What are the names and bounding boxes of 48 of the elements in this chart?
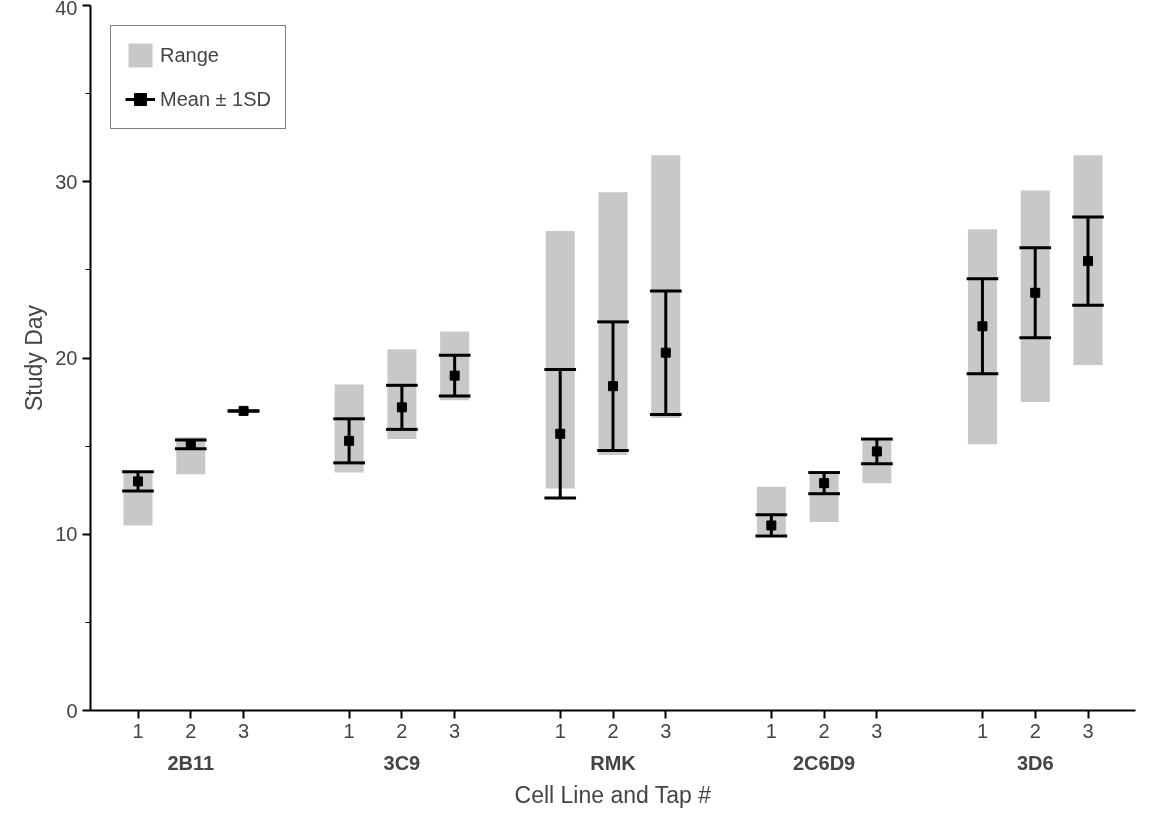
x-tick-label: 2 (396, 719, 408, 742)
text: 3C9 (383, 751, 421, 774)
bar (1020, 190, 1050, 403)
y-tick-label: 30 (55, 170, 78, 193)
y-tick-label: 10 (55, 523, 78, 546)
point (819, 478, 830, 489)
point (238, 405, 249, 416)
bar (967, 229, 997, 445)
y-tick-label: 0 (66, 699, 78, 722)
point (608, 381, 618, 392)
bar (545, 231, 575, 489)
x-tick-label: 3 (660, 719, 672, 742)
point (977, 321, 988, 332)
x-tick-label: 2 (607, 719, 619, 742)
legend-label: Mean ± 1SD (160, 87, 272, 111)
text: 3D6 (1016, 751, 1054, 774)
point (1083, 256, 1093, 267)
point (449, 370, 460, 381)
point (1030, 287, 1041, 298)
point (766, 520, 777, 531)
x-tick-label: 2 (185, 719, 197, 742)
y-tick-label: 40 (55, 0, 78, 19)
text: 2B11 (167, 751, 215, 774)
point (133, 476, 143, 487)
x-axis-title: Cell Line and Tap # (514, 781, 712, 808)
text: 2C6D9 (792, 751, 856, 774)
x-tick-label: 3 (871, 719, 883, 742)
point (660, 347, 671, 358)
point (555, 428, 566, 439)
x-tick-label: 2 (818, 719, 830, 742)
bar (1073, 155, 1103, 366)
point (396, 402, 407, 413)
bar (651, 155, 681, 418)
x-tick-label: 1 (132, 719, 144, 742)
x-tick-label: 1 (554, 719, 566, 742)
x-tick-label: 3 (237, 719, 250, 742)
y-axis-title: Study Day (21, 304, 48, 412)
point (871, 446, 882, 457)
point (344, 435, 355, 446)
x-tick-label: 3 (1082, 719, 1094, 742)
x-tick-label: 1 (976, 719, 989, 742)
text: RMK (590, 751, 637, 774)
legend-label: Range (160, 43, 219, 67)
x-tick-label: 1 (765, 719, 777, 742)
y-tick-label: 20 (55, 347, 78, 369)
x-tick-label: 1 (343, 719, 355, 742)
x-tick-label: 2 (1029, 719, 1041, 742)
x-tick-label: 3 (449, 719, 461, 742)
